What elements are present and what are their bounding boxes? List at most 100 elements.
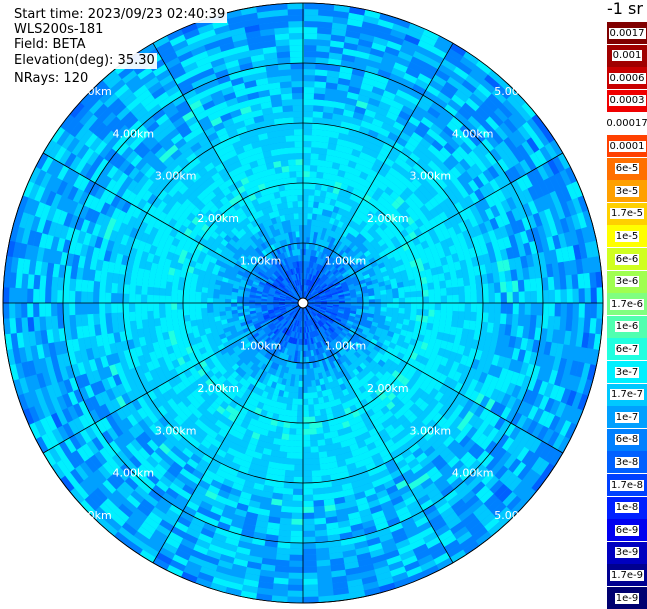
range-gate-bin xyxy=(393,303,399,308)
range-gate-bin xyxy=(189,291,195,298)
range-gate-bin xyxy=(488,313,495,324)
range-gate-bin xyxy=(524,279,531,292)
range-gate-bin xyxy=(303,429,310,435)
range-gate-bin xyxy=(489,293,495,304)
range-gate-bin xyxy=(129,311,136,321)
range-gate-bin xyxy=(292,495,303,501)
range-gate-bin xyxy=(294,459,303,465)
range-gate-bin xyxy=(513,292,519,304)
range-gate-bin xyxy=(291,507,303,513)
range-gate-bin xyxy=(296,165,304,171)
range-gate-bin xyxy=(285,458,294,465)
range-gate-bin xyxy=(207,307,213,313)
range-gate-bin xyxy=(427,282,434,290)
range-gate-bin xyxy=(477,294,483,304)
range-gate-bin xyxy=(135,294,141,304)
range-gate-bin xyxy=(289,165,297,172)
range-gate-bin xyxy=(276,130,286,137)
range-gate-bin xyxy=(81,313,88,326)
range-gate-bin xyxy=(296,177,303,183)
range-gate-bin xyxy=(288,434,296,441)
range-gate-bin xyxy=(159,310,166,318)
range-gate-bin xyxy=(111,302,117,313)
range-gate-bin xyxy=(302,513,314,519)
range-gate-bin xyxy=(165,302,171,310)
range-gate-bin xyxy=(537,290,543,304)
range-gate-bin xyxy=(441,303,447,311)
range-gate-bin xyxy=(303,207,308,213)
range-gate-bin xyxy=(303,225,307,231)
range-gate-bin xyxy=(302,501,314,507)
range-gate-bin xyxy=(293,111,304,117)
range-gate-bin xyxy=(518,314,525,327)
range-gate-bin xyxy=(153,310,160,319)
range-gate-bin xyxy=(291,189,298,196)
range-gate-bin xyxy=(307,393,313,399)
range-gate-bin xyxy=(302,465,312,471)
range-gate-bin xyxy=(303,417,310,423)
range-gate-bin xyxy=(99,313,106,325)
range-gate-bin xyxy=(303,57,317,63)
range-gate-bin xyxy=(231,306,237,310)
range-gate-bin xyxy=(287,147,296,154)
range-gate-bin xyxy=(276,548,290,555)
range-gate-bin xyxy=(292,195,298,202)
range-gate-bin xyxy=(451,279,458,288)
range-gate-bin xyxy=(148,318,155,327)
range-gate-bin xyxy=(293,471,303,477)
range-gate-bin xyxy=(399,298,405,304)
range-gate-bin xyxy=(295,141,304,147)
range-gate-bin xyxy=(303,183,310,189)
range-gate-bin xyxy=(483,293,489,303)
range-gate-bin xyxy=(279,518,292,525)
range-gate-bin xyxy=(105,312,112,323)
range-gate-bin xyxy=(549,303,555,317)
range-gate-bin xyxy=(308,195,314,202)
range-gate-bin xyxy=(470,312,477,322)
range-gate-bin xyxy=(183,296,189,303)
range-gate-bin xyxy=(303,99,315,105)
range-gate-bin xyxy=(309,428,317,435)
range-gate-bin xyxy=(296,171,303,177)
range-gate-bin xyxy=(111,312,118,323)
range-gate-bin xyxy=(501,303,507,315)
range-gate-bin xyxy=(303,393,308,399)
range-gate-bin xyxy=(99,281,106,293)
range-gate-bin xyxy=(299,219,304,225)
range-gate-bin xyxy=(279,148,288,155)
range-gate-bin xyxy=(135,285,142,295)
range-gate-bin xyxy=(293,477,303,483)
range-gate-bin xyxy=(291,404,297,411)
range-gate-bin xyxy=(302,549,316,555)
range-gate-bin xyxy=(177,309,184,316)
range-gate-bin xyxy=(297,411,303,417)
range-gate-bin xyxy=(295,435,303,441)
range-gate-bin xyxy=(312,135,322,142)
range-gate-bin xyxy=(453,295,459,304)
range-gate-bin xyxy=(319,148,328,155)
range-gate-bin xyxy=(294,129,304,135)
range-gate-bin xyxy=(75,278,82,291)
range-gate-bin xyxy=(302,489,313,495)
range-gate-bin xyxy=(303,237,307,243)
range-gate-bin xyxy=(298,387,303,393)
range-gate-bin xyxy=(289,171,297,178)
range-gate-bin xyxy=(135,311,142,321)
range-gate-bin xyxy=(316,433,324,440)
range-gate-bin xyxy=(549,290,555,304)
range-gate-bin xyxy=(381,299,387,304)
range-gate-bin xyxy=(307,375,312,381)
range-gate-bin xyxy=(130,320,137,330)
range-gate-bin xyxy=(435,303,441,311)
range-gate-bin xyxy=(282,172,290,179)
range-gate-bin xyxy=(81,302,87,315)
range-gate-bin xyxy=(309,416,316,423)
range-gate-bin xyxy=(142,319,149,329)
range-gate-bin xyxy=(123,302,129,312)
range-gate-bin xyxy=(298,207,303,213)
range-gate-bin xyxy=(282,105,293,112)
range-gate-bin xyxy=(405,297,411,303)
range-gate-bin xyxy=(189,303,195,310)
range-gate-bin xyxy=(399,303,405,309)
range-gate-bin xyxy=(303,141,312,147)
